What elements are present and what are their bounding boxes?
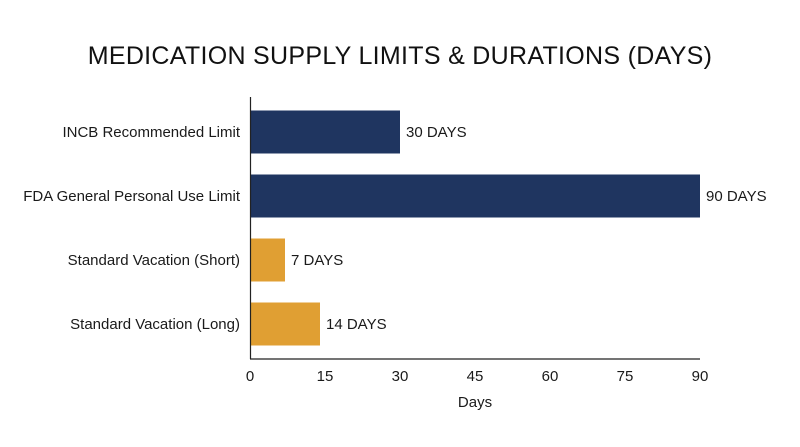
category-label: FDA General Personal Use Limit	[23, 188, 241, 205]
category-label: Standard Vacation (Long)	[70, 316, 240, 333]
x-tick-label: 0	[246, 368, 254, 385]
category-label: Standard Vacation (Short)	[68, 252, 240, 269]
bars-group	[250, 110, 700, 346]
chart-title: MEDICATION SUPPLY LIMITS & DURATIONS (DA…	[88, 42, 713, 70]
data-label: 90 DAYS	[706, 188, 767, 205]
x-tick-label: 45	[467, 368, 484, 385]
labels-group: INCB Recommended Limit 30 DAYS FDA General…	[23, 124, 766, 333]
x-tick-label: 75	[617, 368, 634, 385]
x-tick-label: 60	[542, 368, 559, 385]
bar	[250, 238, 285, 282]
x-ticks-group: 0 15 30 45 60 75 90	[246, 368, 709, 385]
x-tick-label: 15	[317, 368, 334, 385]
bar	[250, 110, 400, 154]
bar	[250, 302, 320, 346]
data-label: 30 DAYS	[406, 124, 467, 141]
x-tick-label: 90	[692, 368, 709, 385]
x-axis-title: Days	[458, 394, 492, 411]
data-label: 14 DAYS	[326, 316, 387, 333]
category-label: INCB Recommended Limit	[62, 124, 240, 141]
bar	[250, 174, 700, 218]
data-label: 7 DAYS	[291, 252, 343, 269]
x-tick-label: 30	[392, 368, 409, 385]
